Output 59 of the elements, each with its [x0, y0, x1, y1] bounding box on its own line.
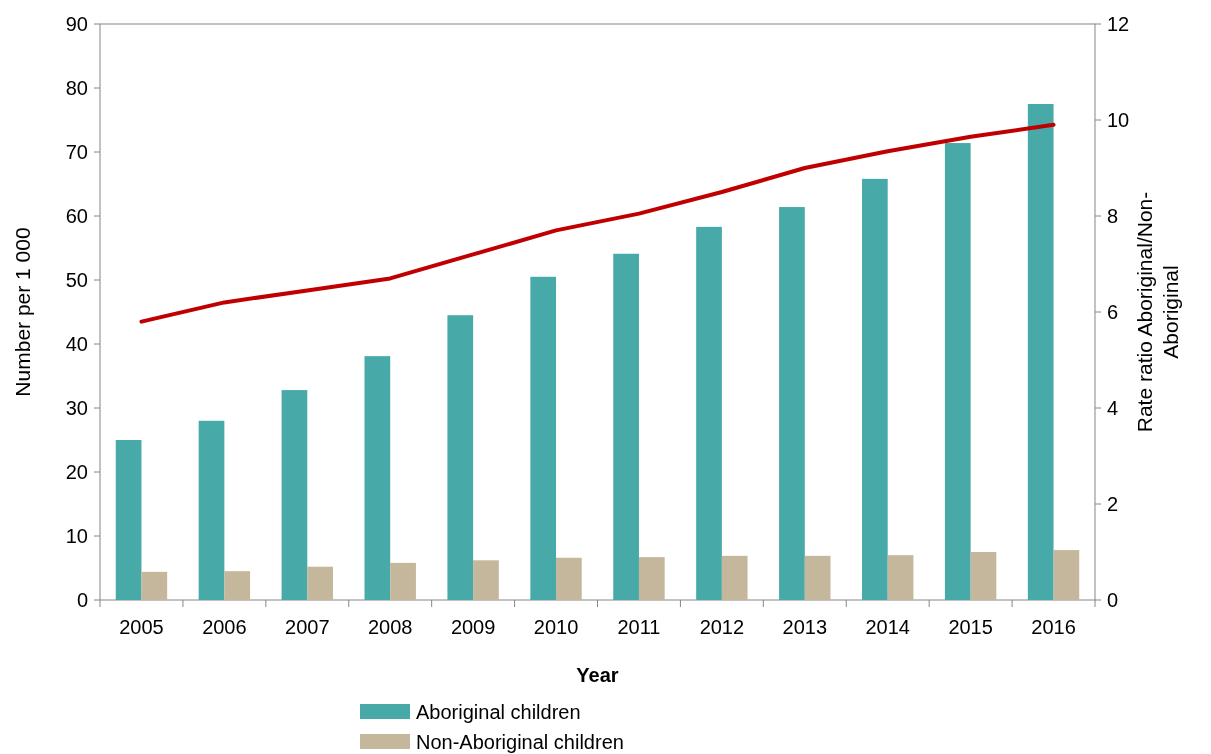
x-tick-label: 2005	[119, 616, 164, 638]
bar	[556, 557, 582, 600]
bar	[944, 143, 971, 600]
x-tick-label: 2010	[533, 616, 579, 638]
x-tick-label: 2008	[367, 616, 413, 638]
y2-tick-label: 6	[1107, 301, 1119, 323]
y-axis-title: Number per 1 000	[11, 227, 34, 397]
legend-label: Aboriginal children	[416, 701, 581, 723]
bar	[804, 555, 831, 600]
bar	[613, 253, 639, 600]
y-tick-label: 0	[76, 589, 88, 611]
x-tick-label: 2015	[948, 616, 993, 638]
bar	[281, 390, 308, 600]
y-tick-label: 70	[65, 141, 88, 163]
bar	[473, 560, 499, 600]
y2-tick-label: 0	[1107, 589, 1119, 611]
bar	[224, 571, 251, 600]
bar	[887, 555, 914, 600]
y2-tick-label: 2	[1107, 493, 1119, 515]
y-tick-label: 80	[65, 77, 88, 99]
x-tick-label: 2013	[782, 616, 828, 638]
y2-tick-label: 8	[1107, 205, 1119, 227]
y2-tick-label: 4	[1107, 397, 1119, 419]
bar	[364, 356, 391, 600]
bar	[390, 562, 416, 600]
x-tick-label: 2016	[1031, 616, 1076, 638]
x-axis-title: Year	[576, 664, 619, 686]
bar	[638, 557, 665, 600]
y-tick-label: 90	[65, 13, 88, 35]
bar	[198, 420, 225, 600]
line-series	[139, 122, 1056, 324]
bar	[141, 571, 168, 600]
x-tick-label: 2009	[450, 616, 496, 638]
x-tick-label: 2014	[865, 616, 910, 638]
y-tick-label: 50	[65, 269, 88, 291]
x-tick-label: 2012	[699, 616, 745, 638]
bar	[1053, 550, 1080, 600]
legend-label: Non-Aboriginal children	[416, 731, 624, 753]
bar	[779, 207, 805, 600]
y-tick-label: 60	[65, 205, 88, 227]
bar	[1027, 104, 1054, 600]
bar	[696, 226, 722, 600]
y2-axis-title: Rate ratio Aboriginal/Non-Aboriginal	[1133, 191, 1182, 433]
bar	[530, 276, 557, 600]
y-tick-label: 30	[65, 397, 88, 419]
y-tick-label: 20	[65, 461, 88, 483]
y-tick-label: 40	[65, 333, 88, 355]
bar	[862, 178, 888, 600]
bar	[307, 566, 333, 600]
x-tick-label: 2006	[202, 616, 247, 638]
x-tick-label: 2011	[617, 616, 661, 638]
bar	[447, 315, 474, 600]
bar	[721, 555, 748, 600]
y-tick-label: 10	[65, 525, 88, 547]
x-tick-label: 2007	[285, 616, 330, 638]
bar	[115, 440, 142, 600]
y2-tick-label: 12	[1107, 13, 1130, 35]
y2-tick-label: 10	[1107, 109, 1130, 131]
bar	[970, 552, 997, 600]
